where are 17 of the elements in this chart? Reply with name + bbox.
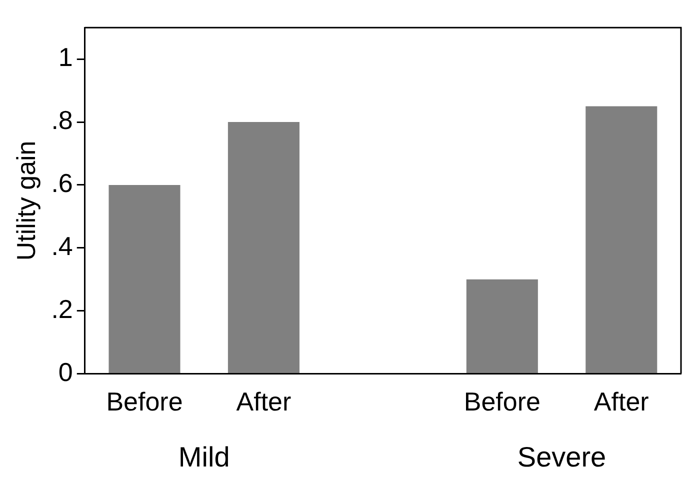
y-axis-title: Utility gain bbox=[10, 140, 41, 261]
text: Severe bbox=[517, 442, 606, 473]
x-tick-label: Before bbox=[464, 386, 540, 417]
bar bbox=[228, 122, 300, 374]
y-tick-label: .2 bbox=[51, 294, 73, 324]
y-tick-label: .6 bbox=[51, 168, 73, 198]
y-tick-label: 0 bbox=[58, 356, 73, 387]
x-tick-label: Before bbox=[106, 386, 183, 417]
bar bbox=[466, 279, 538, 374]
x-tick-label: After bbox=[236, 386, 292, 417]
text: Mild bbox=[178, 442, 230, 473]
bar bbox=[108, 184, 180, 374]
y-tick-label: 1 bbox=[58, 42, 73, 72]
x-tick-label: After bbox=[594, 386, 650, 417]
y-tick-label: .8 bbox=[51, 105, 73, 136]
y-tick-label: .4 bbox=[51, 231, 73, 262]
bar bbox=[586, 106, 658, 374]
